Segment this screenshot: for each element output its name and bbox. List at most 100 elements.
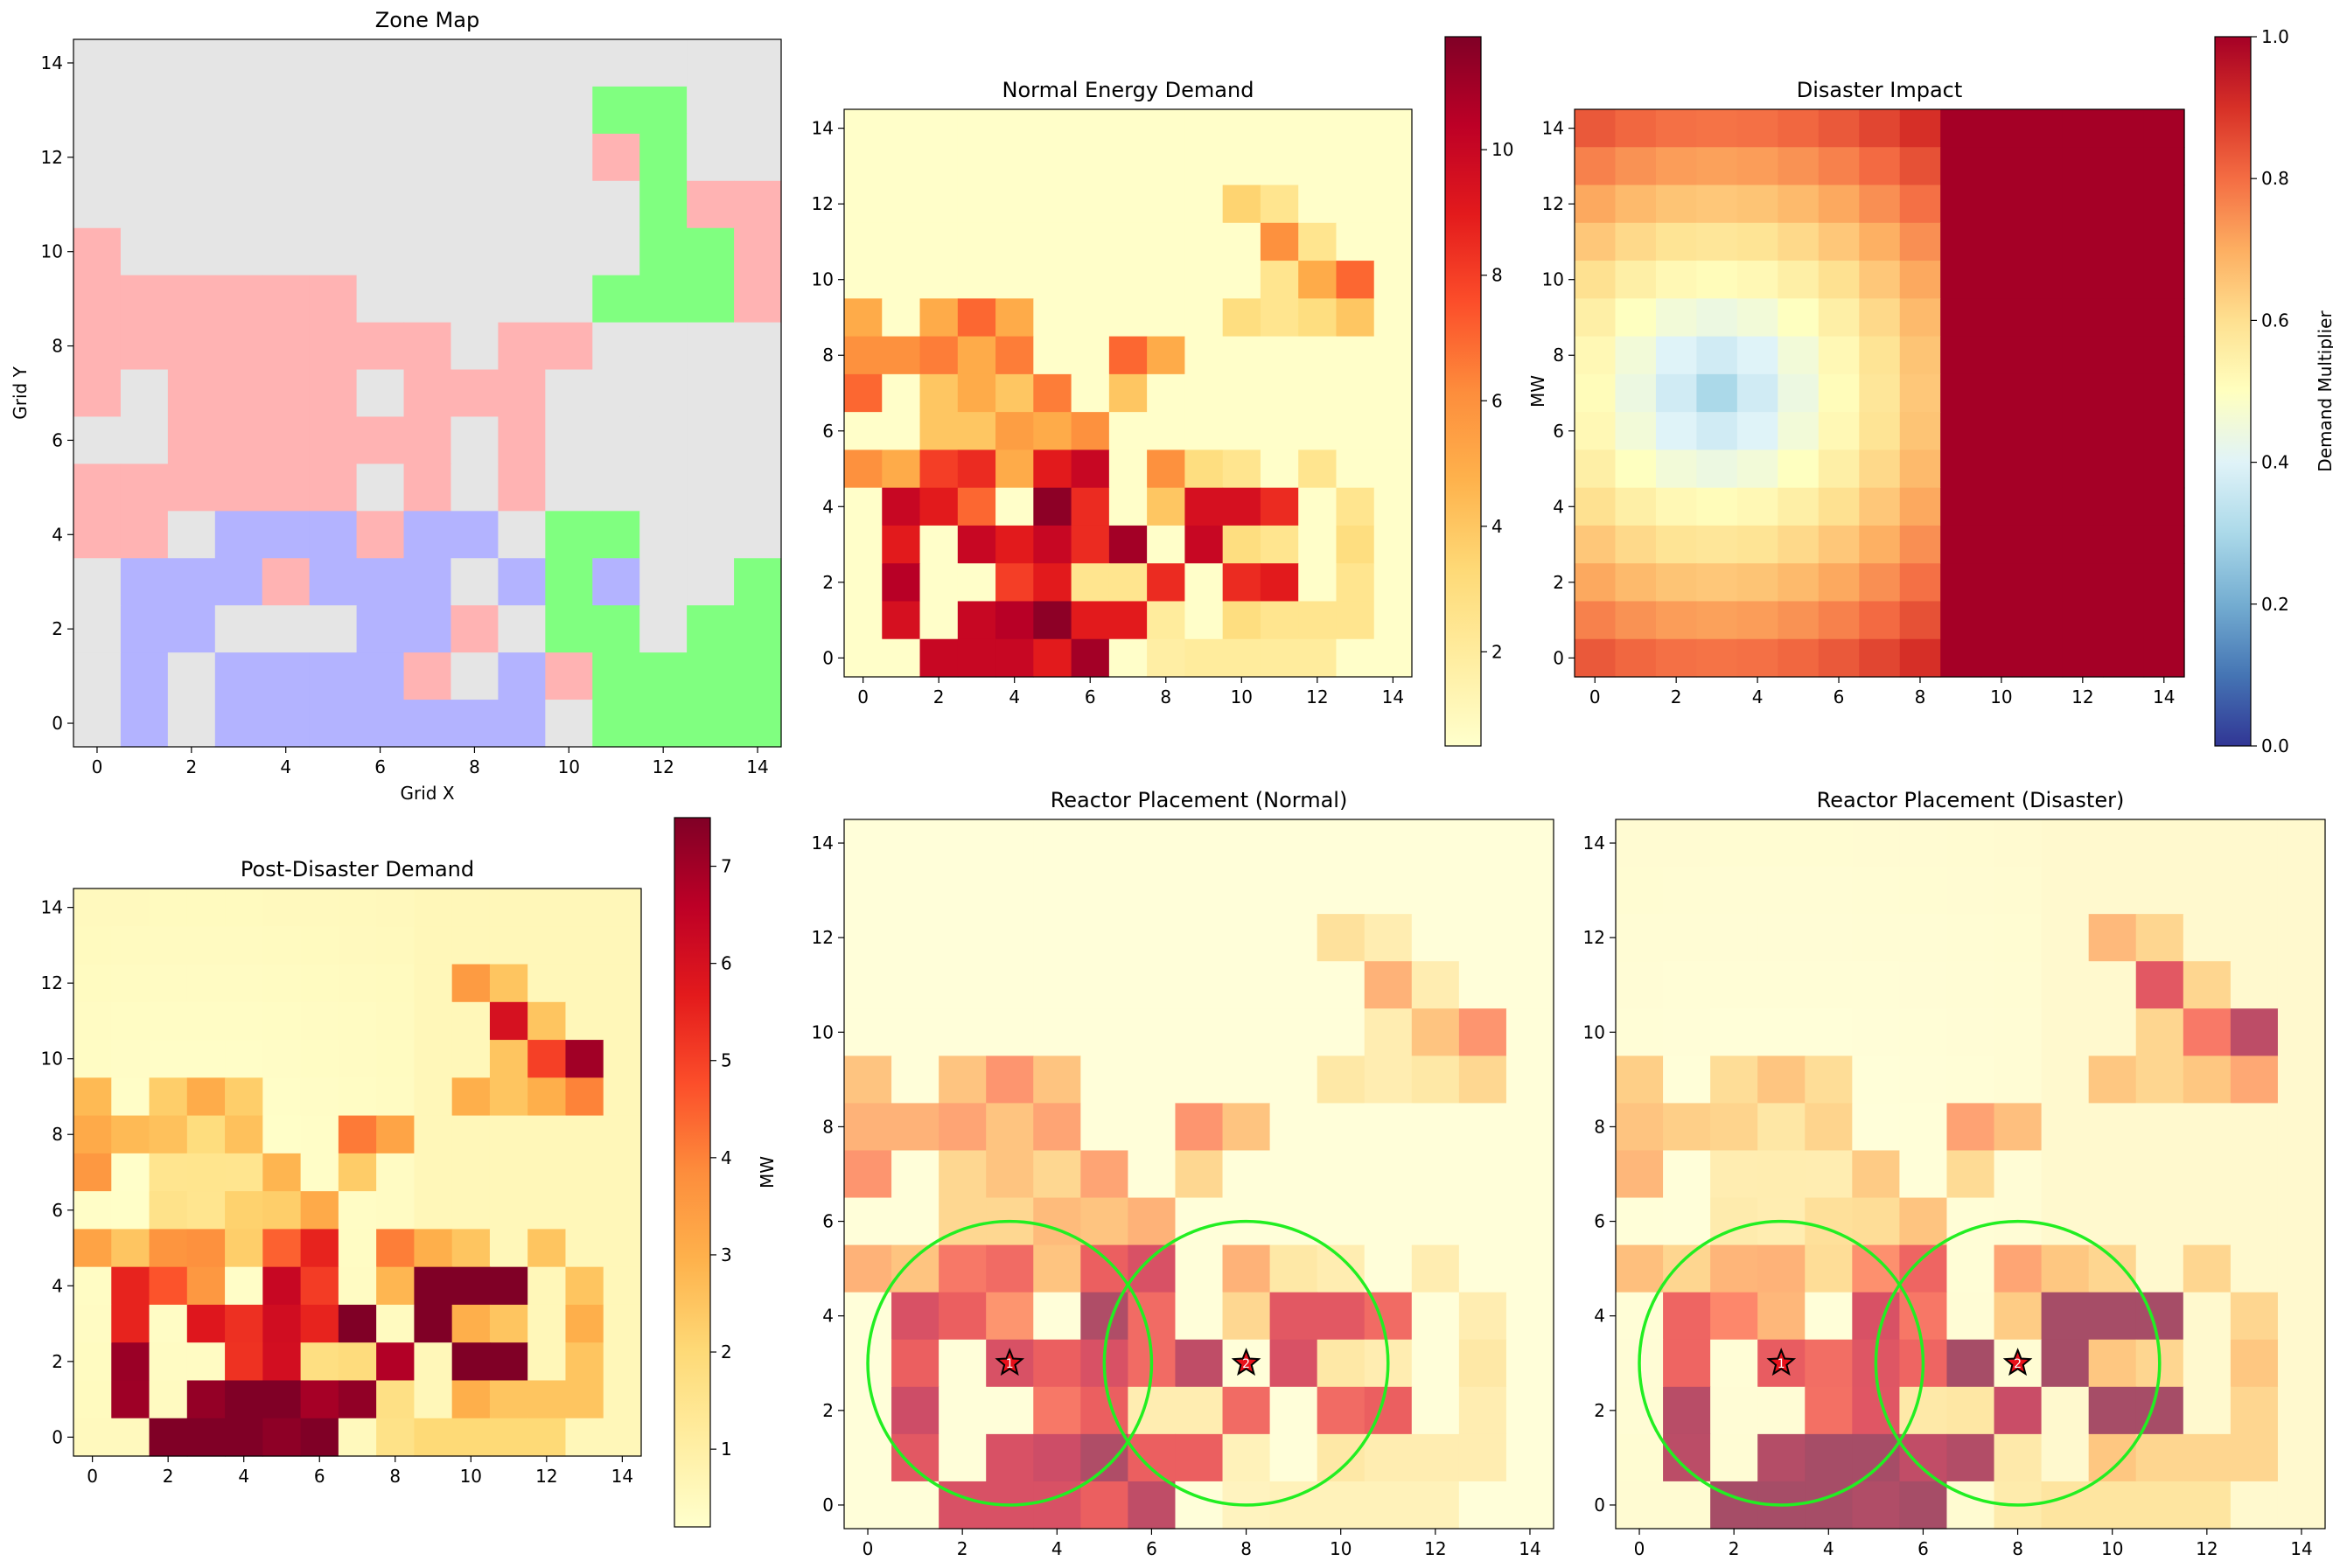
heatmap-cell [2062,601,2104,640]
heatmap-cell [882,563,921,603]
heatmap-cell [2183,1339,2232,1388]
heatmap-cell [1778,298,1820,338]
colorbar-label: MW [1527,375,1548,408]
heatmap-cell [1108,336,1148,375]
heatmap-cell [262,463,311,512]
heatmap-cell [1852,961,1900,1009]
heatmap-cell [1108,601,1148,640]
heatmap-cell [149,1266,188,1306]
heatmap-cell [1575,147,1617,186]
heatmap-cell [1364,1008,1413,1056]
heatmap-cell [489,964,528,1003]
heatmap-cell [1575,563,1617,603]
heatmap-cell [262,1418,302,1457]
heatmap-cell [1899,1244,1948,1293]
heatmap-cell [1778,449,1820,489]
heatmap-cell [1175,1386,1224,1435]
axes-frame [73,38,782,748]
heatmap-cell [1859,222,1901,261]
heatmap-cell [111,964,150,1003]
heatmap-cell [376,1153,415,1192]
heatmap-cell [167,511,216,559]
heatmap-cell [2277,1386,2326,1435]
heatmap-cell [687,86,735,135]
heatmap-cell [1080,867,1128,915]
heatmap-cell [2103,336,2145,375]
heatmap-cell [995,222,1034,261]
heatmap-cell [545,39,593,87]
heatmap-cell [1852,819,1900,868]
heatmap-cell [120,652,169,700]
x-tick-label: 6 [1146,1538,1157,1559]
heatmap-cell [1364,819,1413,868]
x-tick-label: 14 [1382,686,1404,707]
heatmap-cell [2103,185,2145,224]
heatmap-cell [1696,487,1738,526]
heatmap-cell [451,275,499,324]
heatmap-cell [1852,1008,1900,1056]
heatmap-cell [149,1001,188,1041]
heatmap-cell [1615,449,1657,489]
heatmap-cell [1175,1292,1224,1341]
heatmap-cell [1818,412,1860,450]
heatmap-cell [687,39,735,87]
heatmap-cell [1260,449,1299,489]
heatmap-cell [2143,261,2185,299]
heatmap-cell [1147,298,1185,338]
x-tick-label: 4 [1823,1538,1834,1559]
heatmap-cell [1260,373,1299,413]
heatmap-cell [2143,298,2185,338]
heatmap-cell [489,1077,528,1117]
reactor-star-icon [1766,1348,1797,1376]
y-tick-label: 12 [1542,193,1564,214]
heatmap-cell [687,416,735,464]
y-tick-label: 12 [812,927,834,948]
heatmap-cell [1033,961,1081,1009]
heatmap-cell [1269,819,1318,868]
heatmap-cell [2103,601,2145,640]
x-tick-label: 2 [185,756,197,777]
heatmap-cell [1994,1433,2043,1482]
heatmap-cell [73,1380,112,1419]
heatmap-cell [1373,298,1413,338]
y-tick-label: 10 [1542,269,1564,290]
heatmap-cell [2088,961,2137,1009]
chart-title: Post-Disaster Demand [241,857,474,882]
heatmap-cell [1655,487,1697,526]
heatmap-cell [451,1115,491,1154]
heatmap-cell [1269,914,1318,962]
heatmap-cell [1994,1292,2043,1341]
heatmap-cell [957,601,996,640]
heatmap-cell [545,227,593,276]
heatmap-cell [1373,449,1413,489]
heatmap-cell [111,1266,150,1306]
heatmap-cell [844,914,892,962]
heatmap-cell [527,964,567,1003]
heatmap-cell [919,109,959,148]
heatmap-cell [592,558,640,606]
heatmap-cell [1411,1292,1460,1341]
heatmap-cell [957,222,996,261]
heatmap-cell [939,914,987,962]
heatmap-cell [1458,1481,1507,1530]
heatmap-cell [2277,961,2326,1009]
heatmap-cell [882,449,921,489]
heatmap-cell [451,889,491,927]
heatmap-cell [1336,525,1375,564]
heatmap-cell [1710,1386,1758,1435]
heatmap-cell [1818,601,1860,640]
heatmap-cell [1663,1150,1711,1199]
x-tick-label: 6 [1917,1538,1929,1559]
heatmap-cell [2062,147,2104,186]
heatmap-cell [1757,1433,1806,1482]
heatmap-cell [1184,336,1224,375]
heatmap-cell [844,336,883,375]
heatmap-cell [565,1342,604,1382]
heatmap-cell [1818,109,1860,148]
heatmap-cell [2041,1433,2090,1482]
heatmap-cell [120,605,169,653]
heatmap-cell [1071,185,1110,224]
heatmap-cell [1317,867,1366,915]
colorbar-tick-label: 3 [721,1244,732,1265]
heatmap-cell [1655,563,1697,603]
